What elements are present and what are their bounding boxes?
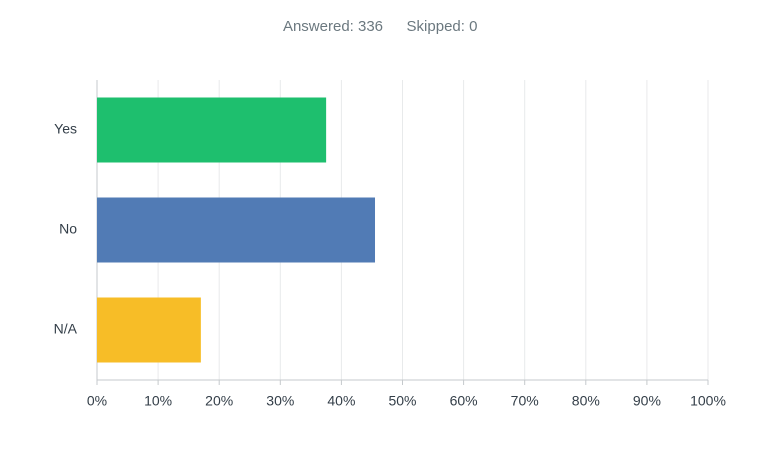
bar bbox=[97, 297, 201, 363]
x-tick-label: 30% bbox=[266, 393, 294, 409]
x-tick-label: 90% bbox=[633, 393, 661, 409]
x-tick-label: 80% bbox=[572, 393, 600, 409]
y-tick-label: Yes bbox=[54, 121, 77, 137]
x-tick-label: 0% bbox=[87, 393, 107, 409]
x-tick-label: 100% bbox=[690, 393, 726, 409]
answered-count: Answered: 336 bbox=[283, 18, 383, 35]
x-tick-label: 10% bbox=[144, 393, 172, 409]
bar bbox=[97, 197, 376, 263]
bar bbox=[97, 97, 327, 163]
x-tick-label: 20% bbox=[205, 393, 233, 409]
x-tick-label: 50% bbox=[388, 393, 416, 409]
x-tick-label: 40% bbox=[327, 393, 355, 409]
y-tick-label: No bbox=[59, 221, 77, 237]
skipped-count: Skipped: 0 bbox=[407, 18, 478, 35]
x-tick-label: 70% bbox=[511, 393, 539, 409]
y-tick-label: N/A bbox=[54, 321, 78, 337]
x-tick-label: 60% bbox=[450, 393, 478, 409]
